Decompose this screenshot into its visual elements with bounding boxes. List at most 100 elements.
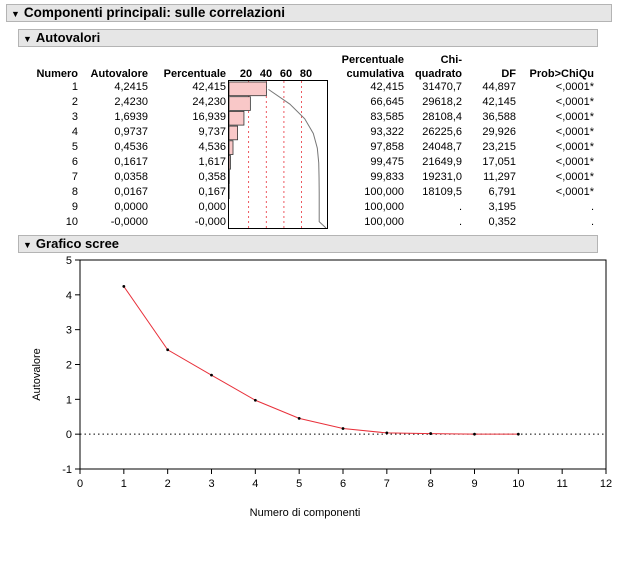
cell-autovalore: 0,9737 [114,126,148,138]
x-axis-label: Numero di componenti [250,507,361,519]
scree-title: Grafico scree [35,236,120,251]
cell-df: 23,215 [482,141,516,153]
percent-bar [229,155,231,170]
scree-point [385,431,389,435]
cell-percentuale: 9,737 [198,126,226,138]
report-title: Componenti principali: sulle correlazion… [23,5,285,20]
percent-bar [229,125,238,141]
cell-numero: 10 [65,216,78,228]
x-tick-label: 12 [600,478,612,490]
cell-percentuale: 1,617 [198,156,226,168]
scree-point [341,427,345,430]
cell-cumulativa: 100,000 [364,201,404,213]
cell-chi: . [458,201,462,213]
cell-prob: <,0001* [555,171,594,183]
cell-df: 36,588 [482,111,516,123]
cell-cumulativa: 83,585 [370,111,404,123]
disclosure-triangle-icon[interactable]: ▼ [23,240,32,250]
y-tick-label: 0 [66,429,72,441]
x-tick-label: 1 [121,478,127,490]
cell-cumulativa: 99,833 [370,171,404,183]
cell-numero: 7 [71,171,78,183]
cell-prob: <,0001* [555,141,594,153]
cell-df: 44,897 [482,81,516,93]
cell-cumulativa: 93,322 [370,126,404,138]
cell-numero: 3 [71,111,78,123]
scree-header[interactable]: ▼ Grafico scree [18,235,598,253]
cell-chi: 18109,5 [422,186,462,198]
cell-autovalore: 0,0000 [114,201,148,213]
y-tick-label: 1 [66,394,72,406]
cell-df: 0,352 [488,216,516,228]
scree-point [253,398,257,402]
percent-bar [229,81,267,97]
percent-bar [229,140,234,155]
plot-frame [79,259,607,470]
report-header[interactable]: ▼ Componenti principali: sulle correlazio… [6,4,612,22]
cell-cumulativa: 100,000 [364,216,404,228]
disclosure-triangle-icon[interactable]: ▼ [23,34,32,44]
scree-point [473,432,476,436]
eigenvalues-title: Autovalori [35,30,101,45]
cell-percentuale: -0,000 [194,216,226,228]
cell-prob: <,0001* [555,81,594,93]
cell-prob: . [590,201,594,213]
cell-df: 11,297 [483,171,516,183]
cell-cumulativa: 100,000 [364,186,404,198]
percent-bar-svg [229,81,327,228]
cell-chi: 26225,6 [422,126,462,138]
x-tick-label: 11 [556,478,567,490]
cell-autovalore: 1,6939 [114,111,148,123]
cell-autovalore: 0,4536 [114,141,148,153]
cell-autovalore: 0,0358 [114,171,148,183]
x-tick-label: 2 [165,478,171,490]
cell-prob: <,0001* [555,96,594,108]
x-tick-label: 10 [512,478,524,490]
cell-chi: 31470,7 [422,81,462,93]
cell-numero: 2 [71,96,78,108]
col-chi-line2: quadrato [414,68,462,80]
bar-tick-20: 20 [239,68,253,80]
x-tick-label: 4 [252,478,258,490]
x-tick-label: 3 [208,478,214,490]
scree-point [210,373,213,377]
y-tick-label: 2 [66,360,72,372]
cell-numero: 5 [71,141,78,153]
cell-percentuale: 16,939 [192,111,226,123]
cell-df: 17,051 [482,156,516,168]
col-prob: Prob>ChiQu [529,68,594,80]
cell-autovalore: 0,0167 [114,186,148,198]
cell-numero: 6 [71,156,78,168]
x-tick-label: 9 [471,478,477,490]
cumulative-curve [268,88,327,228]
cell-percentuale: 0,358 [198,171,226,183]
cell-df: 3,195 [488,201,516,213]
x-tick-label: 0 [77,478,83,490]
cell-df: 6,791 [488,186,516,198]
cell-cumulativa: 66,645 [370,96,404,108]
col-chi-line1: Chi- [440,54,462,66]
cell-cumulativa: 99,475 [370,156,404,168]
y-tick-label: 4 [66,290,72,302]
col-perc-cum-line1: Percentuale [341,54,404,66]
x-tick-label: 6 [340,478,346,490]
cell-chi: 21649,9 [422,156,462,168]
cell-chi: 29618,2 [422,96,462,108]
cell-autovalore: 0,1617 [114,156,148,168]
cell-df: 29,926 [482,126,516,138]
col-autovalore: Autovalore [90,68,148,80]
cell-chi: . [458,216,462,228]
y-tick-label: -1 [62,464,72,476]
cell-autovalore: 2,4230 [114,96,148,108]
x-tick-label: 7 [384,478,390,490]
eigenvalues-header[interactable]: ▼ Autovalori [18,29,598,47]
col-df: DF [501,68,516,80]
col-percentuale: Percentuale [163,68,226,80]
cell-percentuale: 4,536 [198,141,226,153]
cell-autovalore: 4,2415 [114,81,148,93]
y-tick-label: 5 [66,255,72,267]
percent-bar [229,110,245,126]
disclosure-triangle-icon[interactable]: ▼ [11,9,20,19]
scree-point [166,348,170,352]
cell-numero: 1 [71,81,78,93]
